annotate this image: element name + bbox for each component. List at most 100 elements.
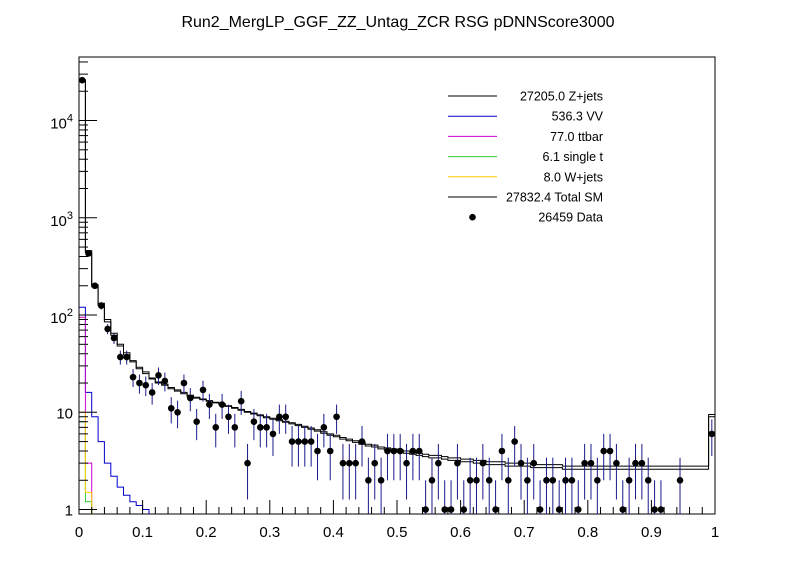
x-tick-label: 1 (711, 524, 719, 541)
data-point (123, 353, 130, 361)
data-point (530, 459, 538, 467)
data-point (97, 302, 105, 309)
data-point (422, 506, 429, 513)
data-point (460, 506, 468, 513)
data-point (333, 413, 340, 421)
x-tick-label: 0.3 (259, 524, 280, 541)
data-point (91, 282, 99, 290)
data-point (358, 438, 366, 445)
data-point (104, 325, 111, 333)
data-point (256, 424, 264, 431)
plot-frame (78, 56, 716, 515)
data-point (606, 447, 614, 455)
data-point (142, 381, 150, 389)
data-point (562, 476, 569, 484)
data-point (307, 438, 315, 445)
x-tick-label: 0 (75, 524, 83, 541)
data-point (326, 447, 334, 455)
legend-label: 6.1 single t (543, 150, 604, 164)
data-point (384, 447, 391, 455)
data-point (237, 397, 245, 405)
data-point (676, 476, 684, 484)
data-point (543, 476, 550, 484)
data-point (644, 476, 652, 484)
data-point (524, 476, 531, 484)
data-point (555, 506, 563, 513)
data-point (78, 76, 86, 84)
data-point (263, 424, 270, 431)
data-point (180, 379, 188, 387)
histogram-z-jets (78, 79, 716, 514)
data-point (485, 476, 493, 484)
data-point (708, 430, 716, 438)
data-point (517, 459, 525, 467)
data-point (193, 418, 200, 426)
legend-label: 26459 Data (538, 211, 603, 225)
x-tick-label: 0.2 (196, 524, 217, 541)
data-point (435, 459, 442, 467)
legend: 27205.0 Z+jets 536.3 VV 77.0 ttbar 6.1 sing… (448, 90, 604, 225)
x-tick-label: 0.1 (132, 524, 153, 541)
data-point (295, 438, 302, 445)
data-point (377, 476, 385, 484)
data-point (314, 447, 321, 455)
legend-label: 27832.4 Total SM (506, 191, 603, 205)
data-point (218, 401, 226, 408)
x-tick-label: 0.9 (641, 524, 662, 541)
chart-title: Run2_MergLP_GGF_ZZ_Untag_ZCR RSG pDNNSco… (181, 14, 614, 31)
data-point (269, 430, 277, 438)
legend-label: 536.3 VV (552, 110, 604, 124)
data-point (85, 250, 92, 257)
data-point (225, 413, 232, 421)
data-point (352, 459, 359, 467)
data-point (479, 459, 487, 467)
data-point (117, 353, 124, 361)
y-tick-label: 1 (65, 503, 73, 520)
data-point (396, 447, 404, 455)
data-point (594, 476, 601, 484)
x-tick-label: 0.7 (514, 524, 535, 541)
data-point (199, 386, 207, 394)
data-point (473, 476, 480, 484)
data-point (409, 447, 417, 455)
legend-label: 8.0 W+jets (544, 170, 603, 184)
x-tick-label: 0.8 (577, 524, 598, 541)
data-point (454, 459, 461, 467)
data-point (231, 424, 239, 431)
data-point (536, 506, 544, 513)
data-point (288, 438, 296, 445)
data-point (581, 459, 588, 467)
y-tick-label: 104 (50, 113, 73, 133)
data-point (136, 379, 143, 387)
data-point (638, 459, 646, 467)
data-point (651, 506, 658, 513)
histogram-total-sm (78, 79, 716, 514)
data-point (415, 447, 423, 455)
data-point (148, 389, 156, 396)
data-point (466, 476, 474, 484)
data-point (155, 372, 162, 379)
data-point (625, 476, 633, 484)
legend-label: 77.0 ttbar (550, 130, 603, 144)
data-point (492, 506, 499, 513)
legend-label: 27205.0 Z+jets (520, 90, 603, 104)
data-points-layer (78, 76, 716, 514)
x-tick-label: 0.5 (387, 524, 408, 541)
data-point (613, 459, 620, 467)
data-point (371, 459, 379, 467)
data-point (161, 377, 169, 385)
data-point (587, 459, 595, 467)
data-point (365, 476, 372, 484)
data-point (505, 476, 512, 484)
data-point (174, 408, 181, 416)
data-point (657, 506, 665, 513)
data-point (187, 394, 194, 402)
data-point (167, 404, 175, 412)
data-point (447, 506, 455, 513)
data-point (129, 373, 137, 381)
data-point (212, 424, 220, 431)
data-point (282, 413, 290, 421)
data-point (619, 506, 627, 513)
